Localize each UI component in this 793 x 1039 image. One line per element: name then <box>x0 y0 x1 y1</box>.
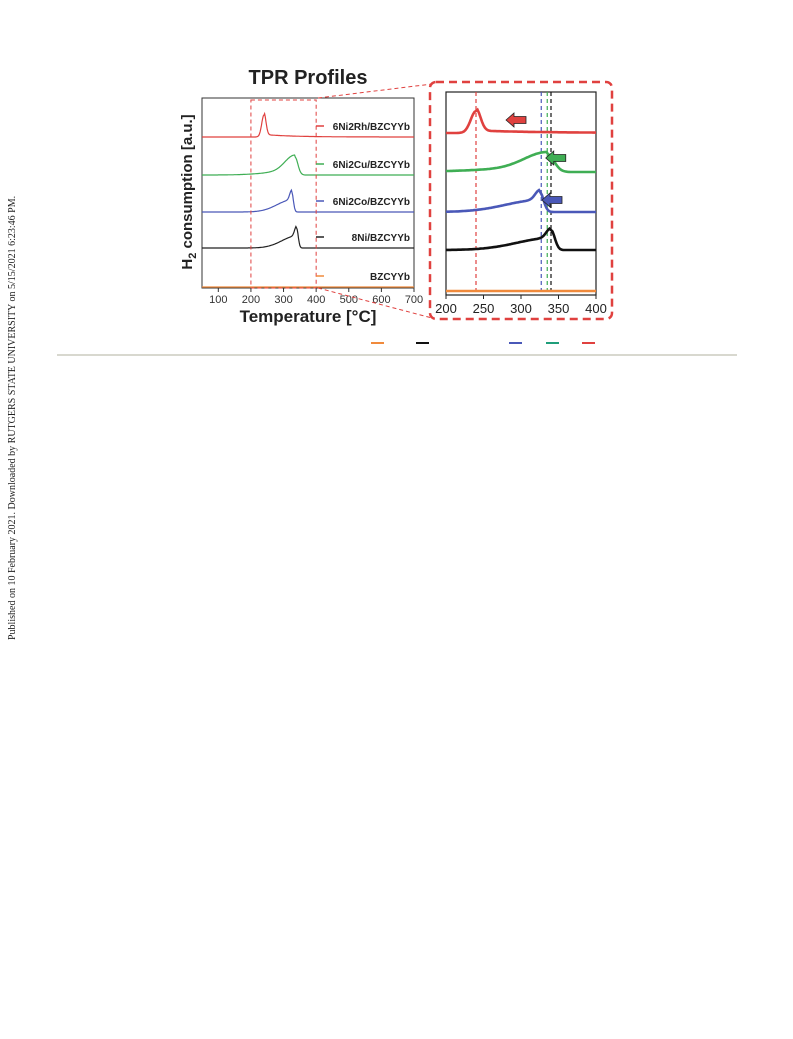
zoom-connector-top <box>317 83 433 99</box>
main-series-group <box>202 111 414 288</box>
chart-title: TPR Profiles <box>249 67 368 89</box>
main-x-tick-label: 300 <box>274 294 292 306</box>
tpr-figure: TPR Profiles 100 200 300 400 500 600 700 6Ni2R… <box>179 67 614 326</box>
zoom-x-tick-label: 350 <box>548 301 570 316</box>
main-x-tick-label: 400 <box>307 294 325 306</box>
main-series-line <box>202 111 414 138</box>
main-x-tick-label: 600 <box>372 294 390 306</box>
main-x-tick-label: 200 <box>242 294 260 306</box>
main-series-line <box>202 225 414 249</box>
legend-entry: 6Ni2Cu/BZCYYb <box>333 160 410 171</box>
zoom-x-tick-label: 250 <box>473 301 495 316</box>
main-series-line <box>202 154 414 176</box>
shift-arrow-icon <box>505 112 527 128</box>
legend-entry: 6Ni2Co/BZCYYb <box>333 197 410 208</box>
zoom-x-tick-label: 400 <box>585 301 607 316</box>
legend-dash-row <box>371 342 595 344</box>
section-divider <box>57 354 737 356</box>
zoom-x-tick-label: 300 <box>510 301 532 316</box>
main-x-tick-label: 100 <box>209 294 227 306</box>
main-x-ticks: 100 200 300 400 500 600 700 <box>209 288 423 306</box>
main-x-tick-label: 700 <box>405 294 423 306</box>
main-series-line <box>202 188 414 213</box>
legend-entry: 6Ni2Rh/BZCYYb <box>333 122 410 133</box>
shift-arrow-icon <box>541 192 563 208</box>
zoom-x-ticks: 200 250 300 350 400 <box>435 295 607 316</box>
shift-arrow-icon <box>545 150 567 166</box>
legend-entry: 8Ni/BZCYYb <box>352 233 410 244</box>
zoom-series-line <box>446 226 596 252</box>
zoom-series-line <box>446 107 596 135</box>
zoom-arrows <box>505 112 567 208</box>
zoom-x-tick-label: 200 <box>435 301 457 316</box>
main-legend: 6Ni2Rh/BZCYYb 6Ni2Cu/BZCYYb 6Ni2Co/BZCYYb 8… <box>316 122 410 283</box>
zoom-series-group <box>446 107 596 293</box>
legend-entry: BZCYYb <box>370 272 410 283</box>
zoom-series-line <box>446 150 596 174</box>
zoom-series-line <box>446 188 596 214</box>
x-axis-label: Temperature [°C] <box>240 307 377 326</box>
zoom-panel-border <box>428 80 614 321</box>
zoom-connector-bottom <box>317 287 433 319</box>
y-axis-label: H2 consumption [a.u.] <box>179 114 199 269</box>
